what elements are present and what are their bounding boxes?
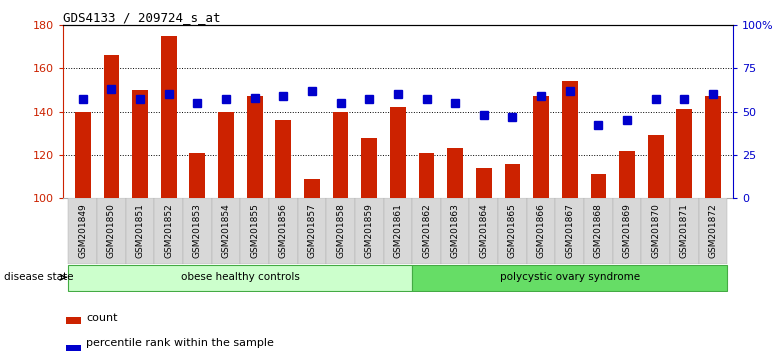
- Bar: [648, 135, 663, 198]
- Bar: [533, 96, 549, 198]
- Text: GSM201871: GSM201871: [680, 204, 689, 258]
- Bar: [470, 198, 498, 264]
- Text: GSM201855: GSM201855: [250, 204, 260, 258]
- Bar: [269, 198, 298, 264]
- Bar: [527, 198, 555, 264]
- Bar: [190, 153, 205, 198]
- Bar: [390, 107, 406, 198]
- Text: GSM201863: GSM201863: [451, 204, 459, 258]
- Text: GSM201849: GSM201849: [78, 204, 87, 258]
- Bar: [125, 198, 154, 264]
- Text: GSM201872: GSM201872: [709, 204, 717, 258]
- Bar: [212, 198, 241, 264]
- Bar: [412, 198, 441, 264]
- Text: GSM201853: GSM201853: [193, 204, 201, 258]
- Bar: [132, 90, 148, 198]
- Text: GSM201862: GSM201862: [422, 204, 431, 258]
- Text: obese healthy controls: obese healthy controls: [181, 272, 299, 282]
- Bar: [66, 345, 81, 351]
- Bar: [183, 198, 212, 264]
- Bar: [97, 198, 125, 264]
- Bar: [705, 96, 720, 198]
- Bar: [355, 198, 383, 264]
- Bar: [584, 198, 613, 264]
- Bar: [68, 198, 97, 264]
- Bar: [412, 265, 728, 291]
- Text: disease state: disease state: [4, 272, 74, 282]
- Bar: [555, 198, 584, 264]
- Text: GSM201856: GSM201856: [279, 204, 288, 258]
- Text: GSM201858: GSM201858: [336, 204, 345, 258]
- Bar: [298, 198, 326, 264]
- Text: GSM201867: GSM201867: [565, 204, 574, 258]
- Bar: [326, 198, 355, 264]
- Text: GSM201864: GSM201864: [479, 204, 488, 258]
- Bar: [161, 36, 176, 198]
- Bar: [419, 153, 434, 198]
- Text: GDS4133 / 209724_s_at: GDS4133 / 209724_s_at: [63, 11, 220, 24]
- Bar: [498, 198, 527, 264]
- Text: polycystic ovary syndrome: polycystic ovary syndrome: [499, 272, 640, 282]
- Text: GSM201861: GSM201861: [394, 204, 402, 258]
- Bar: [613, 198, 641, 264]
- Text: GSM201866: GSM201866: [536, 204, 546, 258]
- Bar: [441, 198, 470, 264]
- Bar: [332, 112, 348, 198]
- Text: GSM201870: GSM201870: [652, 204, 660, 258]
- Bar: [247, 96, 263, 198]
- Text: GSM201869: GSM201869: [622, 204, 632, 258]
- Bar: [218, 112, 234, 198]
- Text: GSM201852: GSM201852: [164, 204, 173, 258]
- Text: percentile rank within the sample: percentile rank within the sample: [86, 338, 274, 348]
- Bar: [304, 179, 320, 198]
- Bar: [505, 164, 521, 198]
- Bar: [275, 120, 291, 198]
- Bar: [68, 265, 412, 291]
- Text: GSM201850: GSM201850: [107, 204, 116, 258]
- Bar: [66, 317, 81, 324]
- Bar: [619, 150, 635, 198]
- Text: GSM201851: GSM201851: [136, 204, 144, 258]
- Bar: [641, 198, 670, 264]
- Bar: [699, 198, 728, 264]
- Text: count: count: [86, 313, 118, 323]
- Bar: [562, 81, 578, 198]
- Text: GSM201857: GSM201857: [307, 204, 317, 258]
- Bar: [476, 168, 492, 198]
- Bar: [590, 175, 606, 198]
- Text: GSM201868: GSM201868: [594, 204, 603, 258]
- Bar: [75, 112, 91, 198]
- Text: GSM201854: GSM201854: [222, 204, 230, 258]
- Text: GSM201859: GSM201859: [365, 204, 374, 258]
- Text: GSM201865: GSM201865: [508, 204, 517, 258]
- Bar: [677, 109, 692, 198]
- Bar: [361, 137, 377, 198]
- Bar: [670, 198, 699, 264]
- Bar: [448, 148, 463, 198]
- Bar: [103, 55, 119, 198]
- Bar: [241, 198, 269, 264]
- Bar: [383, 198, 412, 264]
- Bar: [154, 198, 183, 264]
